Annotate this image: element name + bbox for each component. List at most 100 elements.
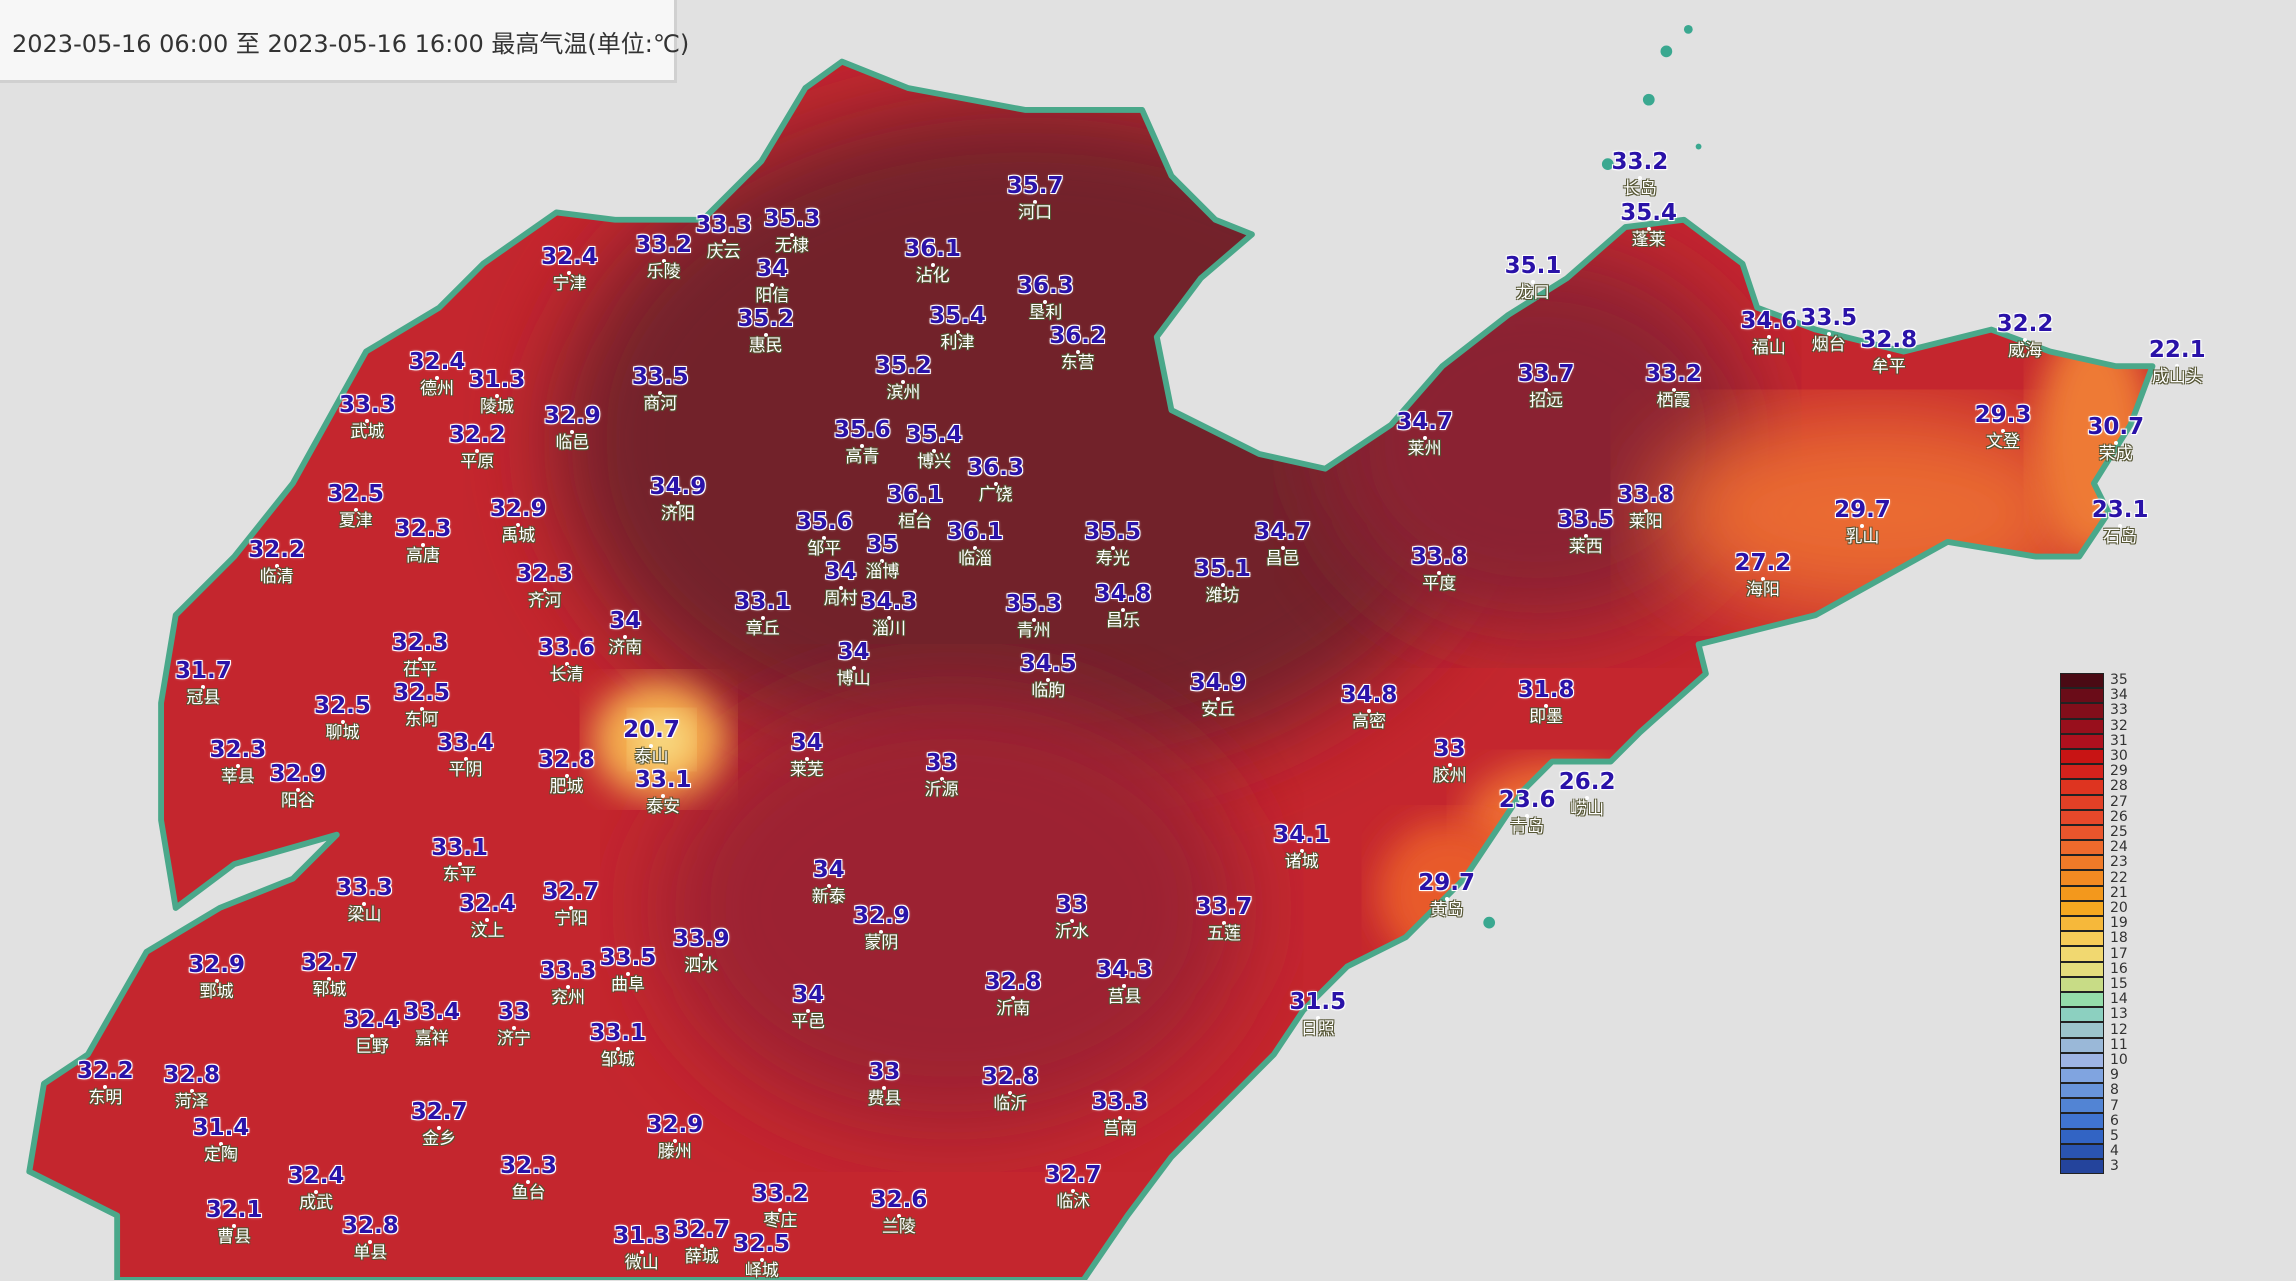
station-泰安: 33.1 泰安	[634, 766, 692, 816]
station-value: 32.9	[188, 952, 245, 979]
station-name: 济阳	[660, 503, 695, 524]
station-value: 31.3	[613, 1223, 671, 1250]
legend-label: 11	[2110, 1036, 2128, 1053]
station-name: 福山	[1751, 338, 1786, 359]
station-name: 五莲	[1207, 923, 1242, 944]
station-name: 龙口	[1515, 282, 1550, 303]
station-value: 33.2	[1645, 360, 1702, 387]
station-value: 33.2	[1611, 148, 1669, 175]
station-value: 33.1	[634, 766, 692, 793]
station-dot	[763, 332, 768, 337]
station-dot	[2175, 364, 2180, 369]
station-value: 34.1	[1273, 822, 1330, 849]
station-name: 定陶	[203, 1144, 238, 1165]
islands	[1483, 25, 1702, 929]
station-福山: 34.6 福山	[1740, 310, 1797, 357]
legend-label: 12	[2110, 1021, 2128, 1038]
station-dot	[1525, 813, 1530, 818]
station-dot	[672, 1139, 677, 1144]
station-value: 33.7	[1195, 893, 1253, 920]
station-value: 23.6	[1498, 786, 1556, 813]
station-name: 郓城	[312, 979, 347, 1000]
station-value: 34.7	[1254, 519, 1311, 545]
station-东明: 32.2 东明	[77, 1059, 134, 1107]
station-dot	[1422, 436, 1427, 441]
station-dot	[526, 1180, 531, 1185]
station-value: 32.7	[542, 879, 600, 906]
station-威海: 32.2 威海	[1997, 313, 2054, 360]
station-垦利: 36.3 垦利	[1017, 274, 1074, 322]
station-临沭: 32.7 临沭	[1045, 1163, 1102, 1212]
station-value: 33.3	[539, 958, 597, 985]
station-河口: 35.7 河口	[1007, 175, 1064, 222]
station-dot	[570, 430, 575, 435]
station-name: 庆云	[706, 241, 741, 262]
station-value: 34.8	[1094, 580, 1152, 607]
station-value: 32.5	[393, 680, 450, 707]
station-name: 青岛	[1510, 816, 1545, 837]
station-name: 海阳	[1745, 579, 1780, 600]
station-value: 32.5	[327, 480, 385, 507]
station-name: 滨州	[886, 382, 921, 403]
station-dot	[1766, 335, 1771, 340]
station-value: 32.7	[410, 1098, 468, 1125]
station-value: 33.3	[1091, 1088, 1149, 1115]
station-dot	[368, 1240, 373, 1245]
station-泗水: 33.9 泗水	[673, 928, 730, 975]
station-dot	[1637, 175, 1642, 180]
station-微山: 31.3 微山	[613, 1225, 670, 1272]
station-name: 崂山	[1570, 799, 1605, 820]
legend-swatch	[2060, 1159, 2104, 1175]
station-dot	[1585, 796, 1590, 801]
station-value: 36.2	[1049, 322, 1106, 349]
station-dot	[201, 685, 206, 690]
station-name: 河口	[1018, 203, 1053, 224]
station-value: 32.3	[209, 737, 267, 764]
station-value: 32.9	[853, 902, 910, 929]
station-name: 临沭	[1056, 1191, 1091, 1212]
station-dot	[1110, 546, 1115, 550]
legend-swatch	[2060, 870, 2104, 886]
station-value: 33.4	[403, 999, 461, 1026]
station-莱芜: 34 莱芜	[790, 731, 824, 779]
station-dot	[790, 232, 795, 237]
station-value: 32.9	[269, 760, 327, 787]
station-陵城: 31.3 陵城	[469, 368, 526, 416]
station-dot	[2113, 440, 2118, 445]
station-dot	[932, 449, 937, 454]
station-value: 33.5	[1557, 507, 1615, 534]
station-巨野: 32.4 巨野	[343, 1008, 400, 1056]
station-dot	[1671, 387, 1676, 392]
station-宁津: 32.4 宁津	[541, 245, 598, 293]
station-dot	[1366, 708, 1371, 713]
station-value: 34	[792, 981, 825, 1008]
station-牟平: 32.8 牟平	[1860, 329, 1917, 376]
station-宁阳: 32.7 宁阳	[543, 881, 600, 928]
station-文登: 29.3 文登	[1975, 403, 2032, 451]
station-value: 33.3	[339, 391, 396, 418]
station-value: 33.7	[1517, 360, 1575, 387]
station-沂南: 32.8 沂南	[985, 970, 1042, 1018]
station-name: 青州	[1016, 620, 1051, 641]
legend-swatch	[2060, 976, 2104, 992]
station-name: 沂水	[1054, 922, 1089, 943]
station-dot	[1118, 1115, 1123, 1120]
station-value: 32.6	[870, 1186, 928, 1213]
station-德州: 32.4 德州	[409, 351, 466, 398]
station-name: 临邑	[555, 433, 590, 454]
station-value: 33.3	[695, 211, 753, 238]
station-value: 34	[756, 255, 789, 282]
station-value: 35	[866, 532, 899, 559]
station-dot	[879, 929, 884, 934]
station-临清: 32.2 临清	[248, 538, 305, 586]
station-东营: 36.2 东营	[1049, 322, 1106, 372]
station-name: 莱阳	[1628, 512, 1663, 533]
station-name: 金乡	[422, 1128, 457, 1149]
station-dot	[353, 507, 358, 512]
station-dot	[274, 563, 279, 568]
station-dot	[1444, 897, 1449, 902]
station-青岛: 23.6 青岛	[1498, 786, 1556, 837]
station-dot	[699, 953, 704, 958]
station-name: 济南	[608, 638, 643, 659]
